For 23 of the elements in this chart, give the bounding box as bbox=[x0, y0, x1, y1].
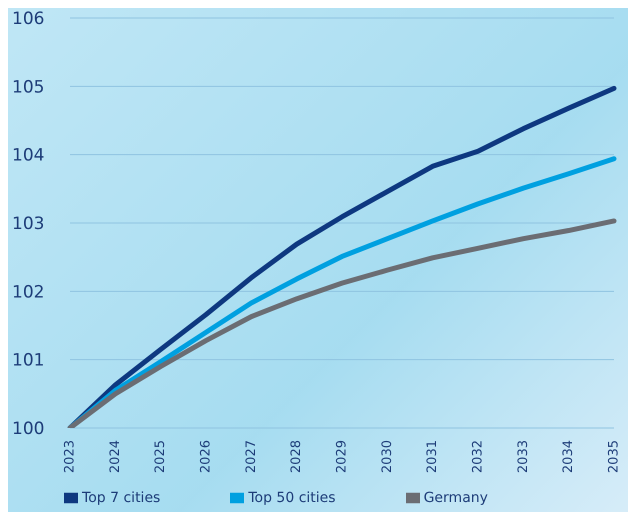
y-tick-label: 101 bbox=[12, 350, 44, 371]
x-tick-label: 2023 bbox=[62, 440, 78, 474]
legend-label: Top 50 cities bbox=[248, 490, 336, 506]
y-tick-label: 100 bbox=[12, 419, 44, 440]
y-tick-label: 104 bbox=[12, 146, 44, 166]
y-tick-label: 103 bbox=[12, 214, 44, 234]
x-tick-label: 2035 bbox=[606, 440, 622, 474]
x-tick-label: 2033 bbox=[516, 440, 531, 474]
x-tick-label: 2034 bbox=[561, 440, 576, 474]
x-tick-label: 2032 bbox=[470, 440, 486, 474]
x-tick-label: 2030 bbox=[380, 440, 395, 474]
legend-label: Top 7 cities bbox=[82, 490, 160, 506]
x-tick-label: 2027 bbox=[244, 440, 259, 474]
y-tick-label: 106 bbox=[12, 9, 44, 30]
x-tick-label: 2025 bbox=[153, 440, 168, 474]
x-tick-label: 2031 bbox=[425, 440, 440, 474]
x-tick-label: 2029 bbox=[334, 440, 350, 474]
y-tick-label: 102 bbox=[12, 282, 44, 302]
x-tick-label: 2026 bbox=[198, 440, 214, 474]
x-tick-label: 2024 bbox=[108, 440, 123, 474]
y-tick-label: 105 bbox=[12, 77, 44, 98]
x-tick-label: 2028 bbox=[289, 440, 304, 474]
legend-label: Germany bbox=[424, 490, 488, 506]
